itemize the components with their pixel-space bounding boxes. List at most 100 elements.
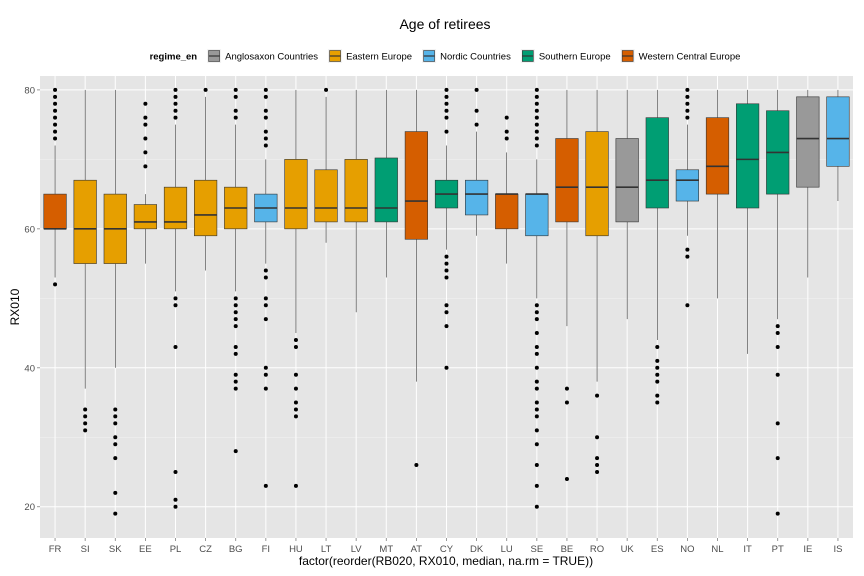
- outlier-point: [444, 275, 449, 280]
- chart-title: Age of retirees: [399, 16, 490, 32]
- outlier-point: [263, 115, 268, 120]
- y-tick-label: 60: [24, 224, 35, 235]
- outlier-point: [173, 344, 178, 349]
- outlier-point: [444, 268, 449, 273]
- outlier-point: [143, 115, 148, 120]
- x-axis: FR SI SK EE PL CZ BG FI HU LT LV MT AT CY DK LU SE BE RO UK…: [49, 538, 842, 555]
- box-NO: [675, 87, 699, 308]
- outlier-point: [504, 129, 509, 134]
- outlier-point: [685, 108, 690, 113]
- outlier-point: [444, 254, 449, 259]
- outlier-point: [534, 108, 539, 113]
- box-MT: [374, 89, 398, 278]
- outlier-point: [83, 407, 88, 412]
- outlier-point: [534, 351, 539, 356]
- outlier-point: [233, 296, 238, 301]
- outlier-point: [444, 310, 449, 315]
- y-tick-label: 20: [24, 502, 35, 513]
- outlier-point: [263, 483, 268, 488]
- x-tick-label-SK: SK: [109, 544, 122, 555]
- box-body: [73, 179, 97, 264]
- outlier-point: [233, 372, 238, 377]
- box-IT: [736, 89, 760, 354]
- outlier-point: [293, 386, 298, 391]
- box-body: [555, 138, 579, 223]
- outlier-point: [263, 136, 268, 141]
- box-LU: [495, 115, 519, 264]
- outlier-point: [534, 115, 539, 120]
- outlier-point: [233, 94, 238, 99]
- outlier-point: [534, 94, 539, 99]
- outlier-point: [685, 115, 690, 120]
- box-body: [194, 179, 218, 237]
- outlier-point: [83, 421, 88, 426]
- x-tick-label-MT: MT: [379, 544, 393, 555]
- outlier-point: [595, 393, 600, 398]
- outlier-point: [113, 456, 118, 461]
- outlier-point: [414, 463, 419, 468]
- box-NL: [705, 89, 730, 299]
- outlier-point: [534, 428, 539, 433]
- outlier-point: [655, 393, 660, 398]
- outlier-point: [263, 372, 268, 377]
- legend-label: Eastern Europe: [346, 52, 412, 63]
- outlier-point: [293, 414, 298, 419]
- x-tick-label-NO: NO: [680, 544, 694, 555]
- outlier-point: [775, 511, 780, 516]
- outlier-point: [775, 456, 780, 461]
- legend-key: [207, 49, 222, 63]
- box-body: [43, 193, 67, 230]
- outlier-point: [534, 407, 539, 412]
- outlier-point: [444, 365, 449, 370]
- legend-label: Western Central Europe: [639, 52, 741, 63]
- x-tick-label-LU: LU: [501, 544, 513, 555]
- box-body: [163, 186, 188, 230]
- outlier-point: [444, 101, 449, 106]
- box-body: [675, 169, 699, 202]
- box-CY: [434, 87, 459, 370]
- outlier-point: [113, 414, 118, 419]
- outlier-point: [534, 310, 539, 315]
- box-BE: [555, 89, 579, 481]
- x-tick-label-EE: EE: [139, 544, 152, 555]
- outlier-point: [534, 101, 539, 106]
- outlier-point: [534, 122, 539, 127]
- outlier-point: [444, 303, 449, 308]
- outlier-point: [263, 386, 268, 391]
- outlier-point: [534, 136, 539, 141]
- outlier-point: [685, 254, 690, 259]
- box-body: [615, 138, 639, 223]
- outlier-point: [534, 442, 539, 447]
- outlier-point: [173, 101, 178, 106]
- outlier-point: [534, 400, 539, 405]
- outlier-point: [263, 296, 268, 301]
- outlier-point: [324, 87, 329, 92]
- outlier-point: [233, 115, 238, 120]
- boxes-layer: [43, 87, 850, 516]
- outlier-point: [534, 331, 539, 336]
- outlier-point: [655, 358, 660, 363]
- outlier-point: [534, 143, 539, 148]
- outlier-point: [113, 435, 118, 440]
- outlier-point: [444, 115, 449, 120]
- legend-key: [422, 49, 437, 63]
- box-ES: [645, 89, 669, 405]
- outlier-point: [685, 303, 690, 308]
- outlier-point: [534, 463, 539, 468]
- box-body: [133, 204, 157, 230]
- box-SI: [73, 89, 97, 433]
- outlier-point: [233, 317, 238, 322]
- outlier-point: [775, 344, 780, 349]
- box-body: [465, 179, 489, 216]
- outlier-point: [263, 317, 268, 322]
- outlier-point: [233, 303, 238, 308]
- outlier-point: [113, 511, 118, 516]
- outlier-point: [263, 87, 268, 92]
- outlier-point: [173, 87, 178, 92]
- legend-item: Eastern Europe: [328, 49, 412, 63]
- outlier-point: [233, 344, 238, 349]
- box-EE: [133, 101, 157, 264]
- y-axis-title: RX010: [8, 288, 22, 325]
- outlier-point: [263, 108, 268, 113]
